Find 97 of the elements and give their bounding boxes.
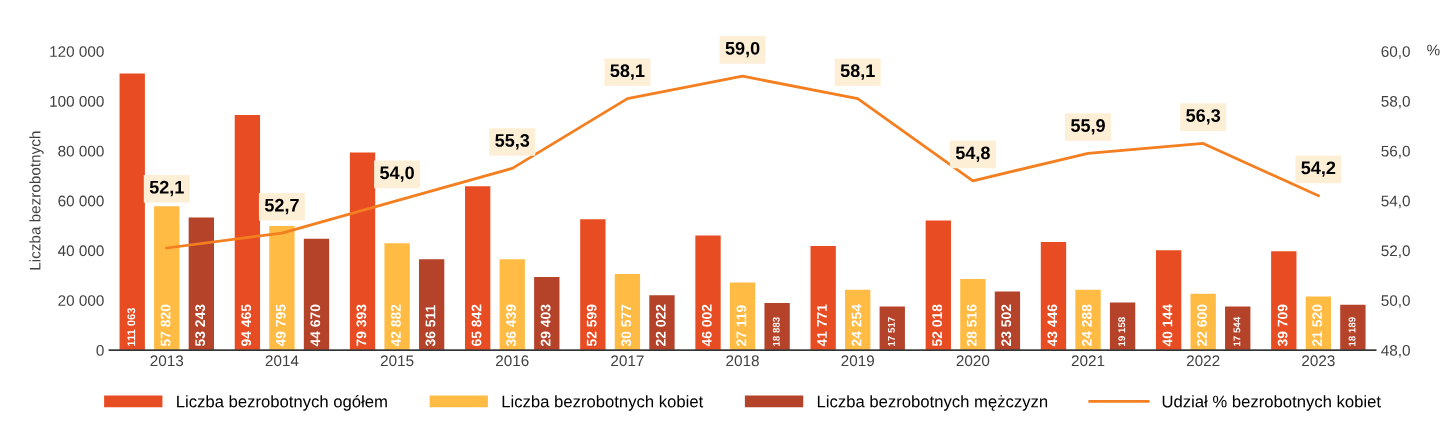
data-label: 52 599 [586,304,597,347]
data-label: 56,3 [1186,109,1221,125]
x-tick-label: 2014 [265,355,299,367]
data-label: 52,7 [264,198,299,215]
data-label: 36 511 [425,305,436,347]
y2-tick-label: 48,0 [1381,344,1410,358]
data-label: 52,1 [149,180,184,197]
bar [925,220,951,351]
data-label: 22 600 [1197,304,1207,347]
x-tick-label: 2015 [380,355,414,367]
bar [1155,250,1182,351]
bar [810,246,836,351]
x-tick-label: 2018 [726,355,759,367]
legend-label: Liczba bezrobotnych kobiet [502,395,704,411]
data-label: 46 002 [701,304,712,347]
data-label: 59,0 [725,41,760,58]
bar [695,235,721,351]
data-label: 52 018 [932,304,943,347]
x-tick-label: 2021 [1071,355,1105,367]
y2-tick-label: 58,0 [1381,95,1410,109]
y2-tick-label: 60,0 [1381,46,1410,59]
data-label: 19 158 [1118,317,1126,346]
bar [384,243,410,351]
y2-tick-label: 52,0 [1381,245,1410,258]
data-label: 24 288 [1081,304,1092,347]
y2-axis-title: % [1427,44,1440,56]
y-tick-label: 60 000 [58,195,104,207]
bar [154,206,180,351]
y-tick-label: 100 000 [50,95,104,107]
y-tick-label: 40 000 [57,245,104,257]
bar [1225,306,1251,351]
bar [1040,241,1067,351]
y-tick-label: 120 000 [50,46,104,57]
data-label: 24 254 [851,304,862,347]
y-tick-label: 80 000 [58,145,104,157]
data-label: 30 577 [621,304,632,347]
x-tick-label: 2020 [956,355,990,367]
data-label: 54,0 [380,166,414,182]
data-label: 58,1 [840,64,875,80]
data-label: 49 795 [275,304,286,347]
x-tick-label: 2016 [496,355,529,367]
data-label: 94 465 [241,304,252,347]
data-label: 54,2 [1301,161,1336,177]
bar [465,186,491,351]
y-axis-title: Liczba bezrobotnych [29,131,44,270]
data-label: 17 517 [888,317,895,346]
data-label: 55,9 [1071,119,1105,135]
y-tick-label: 20 000 [58,295,104,306]
data-label: 36 439 [506,304,516,347]
data-label: 18 189 [1348,317,1356,346]
x-tick-label: 2023 [1302,355,1335,367]
data-label: 23 502 [1001,304,1012,347]
y2-tick-label: 56,0 [1381,145,1410,159]
x-tick-label: 2017 [611,355,644,367]
bar [303,238,330,351]
data-label: 57 820 [160,304,171,347]
data-label: 17 544 [1233,316,1241,346]
bar [234,114,261,351]
x-tick-label: 2019 [841,355,874,367]
bar [1340,304,1366,351]
legend-label: Udział % bezrobotnych kobiet [1162,395,1381,411]
data-label: 53 243 [195,304,206,347]
bar [1271,251,1297,351]
data-label: 28 516 [966,304,977,347]
data-label: 21 520 [1312,304,1323,347]
data-label: 111 063 [127,307,136,346]
data-label: 40 144 [1162,304,1173,347]
data-label: 44 670 [310,304,321,347]
bar [960,279,986,351]
bar [188,217,214,351]
x-tick-label: 2022 [1186,355,1220,367]
legend-label: Liczba bezrobotnych mężczyzn [817,395,1048,411]
data-label: 22 022 [655,304,666,347]
data-label: 79 393 [356,304,367,346]
bar [879,306,905,351]
data-label: 29 403 [540,304,551,347]
data-label: 43 446 [1047,304,1058,347]
legend-label: Liczba bezrobotnych ogółem [177,394,387,411]
y2-tick-label: 54,0 [1381,195,1410,209]
data-label: 58,1 [610,64,645,80]
data-label: 27 119 [736,305,747,347]
data-label: 55,3 [495,134,530,150]
data-label: 41 771 [817,304,827,347]
bar [269,226,295,351]
bar [764,303,790,351]
bar [580,219,606,351]
bar [418,259,445,351]
data-label: 42 882 [390,304,401,347]
data-label: 18 883 [772,317,780,346]
data-label: 54,8 [955,146,990,162]
x-tick-label: 2013 [150,355,184,367]
y2-tick-label: 50,0 [1381,295,1410,308]
data-label: 65 842 [471,304,482,347]
y-tick-label: 0 [96,344,104,356]
data-label: 39 709 [1277,304,1288,347]
bar [349,152,376,351]
bar [119,73,145,351]
